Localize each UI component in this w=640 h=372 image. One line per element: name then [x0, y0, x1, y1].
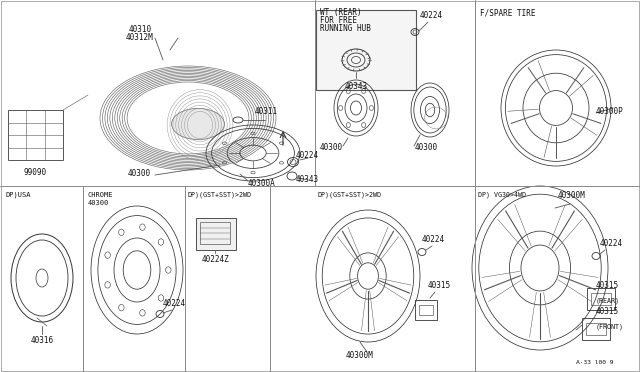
- Bar: [316, 10, 416, 90]
- Bar: [419, 305, 433, 315]
- Text: 40300M: 40300M: [346, 352, 374, 360]
- Text: 40300: 40300: [320, 144, 343, 153]
- Bar: [200, 222, 230, 244]
- Text: 40343: 40343: [296, 174, 319, 183]
- Text: RUNNING HUB: RUNNING HUB: [320, 24, 371, 33]
- Bar: [587, 288, 615, 310]
- Bar: [415, 300, 437, 320]
- Ellipse shape: [172, 108, 225, 140]
- Bar: [582, 318, 610, 340]
- Bar: [196, 218, 236, 250]
- Text: DP) VG30>4WD: DP) VG30>4WD: [478, 192, 526, 199]
- Text: 40312M: 40312M: [126, 33, 154, 42]
- Bar: [591, 293, 611, 305]
- Text: (FRONT): (FRONT): [596, 324, 624, 330]
- Text: 40224: 40224: [422, 235, 445, 244]
- Text: 40311: 40311: [255, 107, 278, 116]
- Text: FOR FREE: FOR FREE: [320, 16, 357, 25]
- Text: 40310: 40310: [129, 25, 152, 34]
- Text: A·33 l00 9: A·33 l00 9: [576, 359, 614, 365]
- Text: 40300: 40300: [128, 170, 151, 179]
- Text: 40300M: 40300M: [558, 191, 586, 200]
- Text: 40316: 40316: [31, 336, 54, 345]
- Text: 40315: 40315: [596, 307, 619, 316]
- Text: 40315: 40315: [596, 281, 619, 290]
- Text: (REAR): (REAR): [596, 298, 620, 305]
- Text: 40300: 40300: [88, 200, 109, 206]
- Text: DP)(GST+SST)>2WD: DP)(GST+SST)>2WD: [188, 192, 252, 199]
- Text: DP)(GST+SST)>2WD: DP)(GST+SST)>2WD: [318, 192, 382, 199]
- Text: 99090: 99090: [24, 168, 47, 177]
- Text: 40224: 40224: [163, 299, 186, 308]
- Text: 40224: 40224: [600, 239, 623, 248]
- Bar: [8, 110, 63, 160]
- Bar: [586, 323, 606, 335]
- Text: F/SPARE TIRE: F/SPARE TIRE: [480, 8, 536, 17]
- Text: 40300: 40300: [415, 144, 438, 153]
- Text: 40224: 40224: [296, 151, 319, 160]
- Text: 40224: 40224: [420, 11, 443, 20]
- Text: 40343: 40343: [344, 82, 367, 91]
- Text: WT (REAR): WT (REAR): [320, 8, 362, 17]
- Text: 40300P: 40300P: [596, 106, 624, 115]
- Text: CHROME: CHROME: [88, 192, 113, 198]
- Text: DP)USA: DP)USA: [5, 192, 31, 199]
- Text: 40300A: 40300A: [248, 179, 276, 187]
- Text: 40224Z: 40224Z: [201, 255, 229, 264]
- Text: 40315: 40315: [428, 281, 451, 290]
